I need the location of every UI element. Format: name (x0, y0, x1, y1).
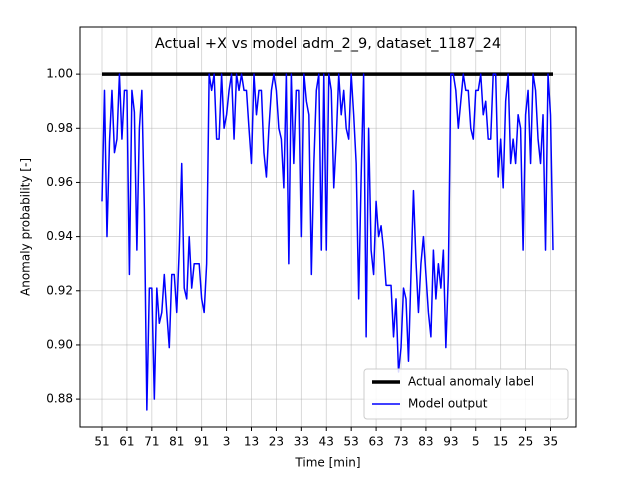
x-tick-label: 51 (94, 435, 109, 449)
x-tick-label: 53 (344, 435, 359, 449)
legend-label: Actual anomaly label (408, 375, 534, 389)
y-tick-label: 0.96 (46, 175, 73, 189)
x-tick-label: 25 (518, 435, 533, 449)
x-tick-label: 13 (244, 435, 259, 449)
x-tick-label: 63 (368, 435, 383, 449)
axes-frame (79, 26, 577, 428)
x-tick-label: 15 (493, 435, 508, 449)
x-tick-label: 81 (169, 435, 184, 449)
series-line (101, 73, 554, 411)
x-axis-label: Time [min] (294, 456, 360, 470)
y-tick-label: 0.90 (46, 337, 73, 351)
chart-title: Actual +X vs model adm_2_9, dataset_1187… (155, 36, 501, 52)
legend-label: Model output (408, 397, 488, 411)
x-tick-label: 23 (269, 435, 284, 449)
x-tick-label: 3 (223, 435, 231, 449)
y-tick-label: 0.92 (46, 283, 73, 297)
x-tick-label: 35 (543, 435, 558, 449)
y-tick-label: 1.00 (46, 67, 73, 81)
x-tick-label: 61 (119, 435, 134, 449)
x-tick-label: 33 (294, 435, 309, 449)
y-tick-label: 0.94 (46, 229, 73, 243)
x-tick-label: 93 (443, 435, 458, 449)
y-tick-label: 0.88 (46, 392, 73, 406)
x-tick-label: 5 (472, 435, 480, 449)
y-tick-label: 0.98 (46, 121, 73, 135)
y-axis-label: Anomaly probability [-] (19, 158, 33, 296)
x-tick-label: 83 (418, 435, 433, 449)
legend: Actual anomaly label Model output (363, 368, 569, 420)
x-tick-label: 71 (144, 435, 159, 449)
x-tick-label: 91 (194, 435, 209, 449)
legend-box (363, 368, 569, 420)
x-tick-label: 73 (393, 435, 408, 449)
x-tick-label: 43 (319, 435, 334, 449)
